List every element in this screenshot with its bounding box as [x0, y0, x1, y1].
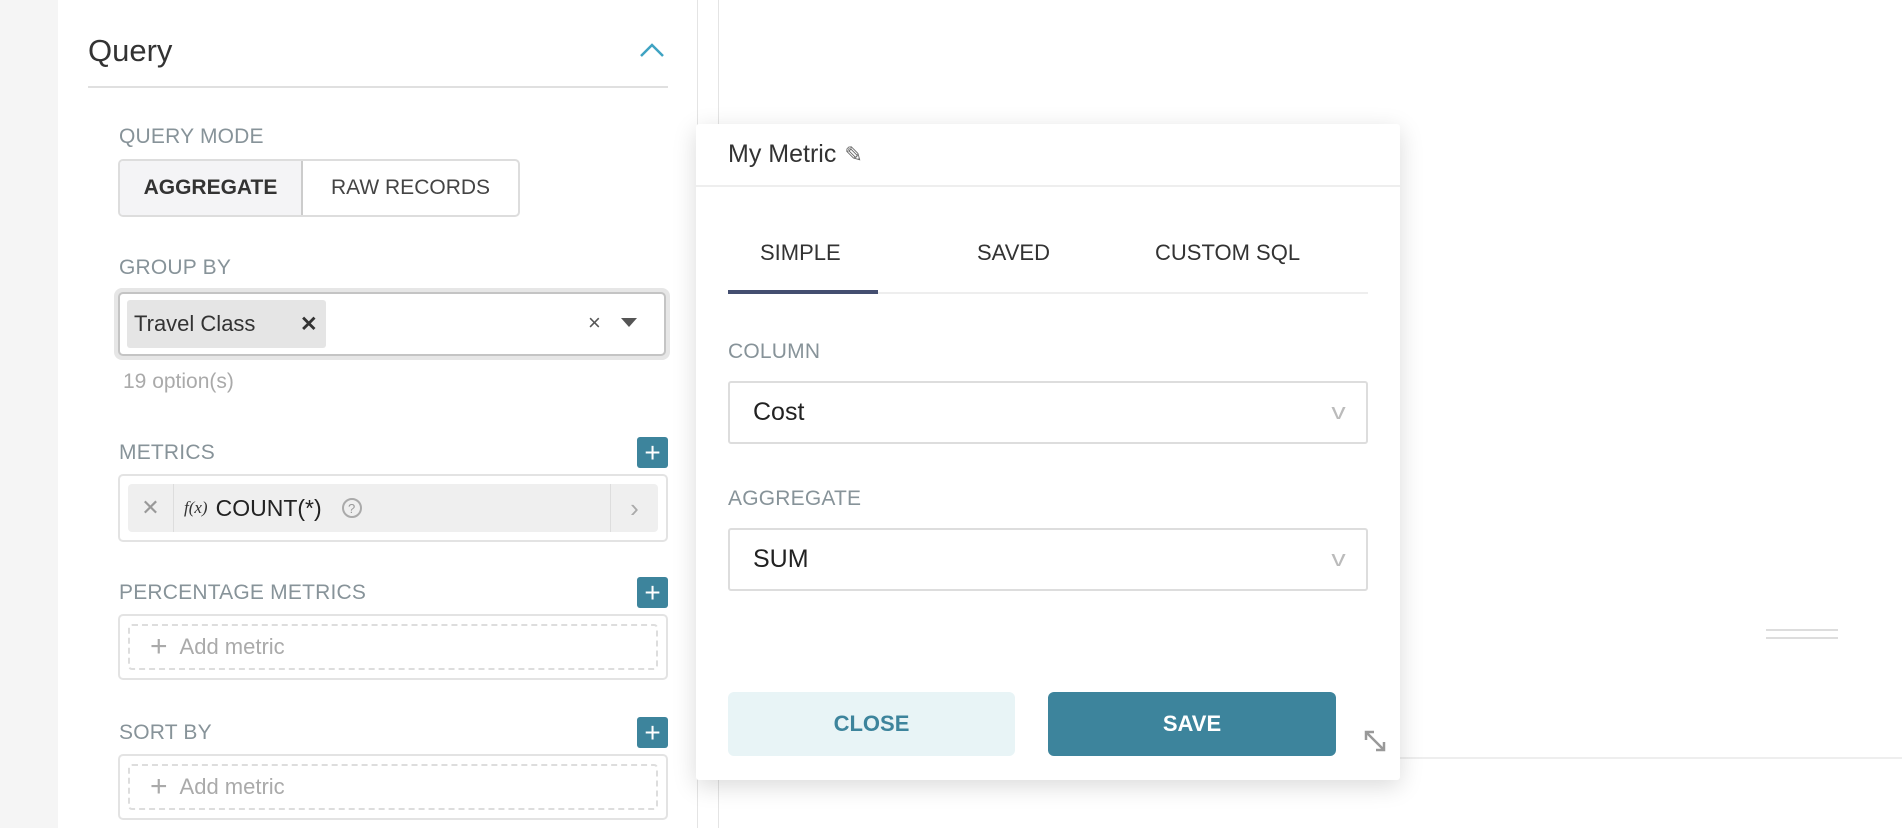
add-sort-button[interactable]: + — [637, 717, 668, 748]
tabs-divider — [728, 292, 1368, 294]
query-mode-toggle: AGGREGATE RAW RECORDS — [118, 159, 520, 217]
plus-icon: + — [150, 770, 168, 803]
section-title: Query — [88, 33, 173, 68]
add-metric-placeholder: Add metric — [179, 774, 285, 799]
metric-chip[interactable]: ✕ f(x) COUNT(*) ? › — [128, 484, 658, 532]
group-by-select[interactable]: Travel Class ✕ × — [114, 288, 670, 360]
chevron-right-icon[interactable]: › — [610, 484, 658, 532]
chevron-up-icon[interactable] — [638, 40, 666, 60]
clear-icon[interactable]: × — [588, 310, 601, 335]
remove-tag-icon[interactable]: ✕ — [300, 312, 318, 336]
metric-name: COUNT(*) — [215, 494, 322, 521]
column-value: Cost — [753, 398, 805, 426]
chart-area-bottom-border — [1400, 757, 1902, 759]
aggregate-button[interactable]: AGGREGATE — [120, 161, 303, 215]
add-sort-dropzone[interactable]: + Add metric — [128, 764, 658, 810]
metrics-label: METRICS — [119, 441, 215, 464]
group-by-hint: 19 option(s) — [123, 370, 234, 393]
tag-label: Travel Class — [134, 311, 256, 336]
save-button[interactable]: SAVE — [1048, 692, 1336, 756]
add-percentage-metric-button[interactable]: + — [637, 577, 668, 608]
aggregate-label: AGGREGATE — [728, 487, 862, 510]
pencil-icon[interactable]: ✎ — [844, 141, 863, 167]
group-by-label: GROUP BY — [119, 256, 232, 279]
tab-simple[interactable]: SIMPLE — [760, 240, 841, 265]
aggregate-select[interactable]: SUM v — [728, 528, 1368, 591]
plus-icon: + — [150, 630, 168, 663]
popover-arrow — [685, 440, 699, 470]
percentage-metrics-label: PERCENTAGE METRICS — [119, 581, 367, 604]
add-metric-button[interactable]: + — [637, 437, 668, 468]
add-percentage-metric-dropzone[interactable]: + Add metric — [128, 624, 658, 670]
sort-by-label: SORT BY — [119, 721, 212, 744]
sort-by-box: + Add metric — [118, 754, 668, 820]
popover-header: My Metric ✎ — [696, 124, 1400, 187]
section-divider — [88, 86, 668, 88]
tab-saved[interactable]: SAVED — [977, 240, 1050, 265]
metric-title[interactable]: My Metric — [728, 140, 837, 168]
column-select[interactable]: Cost v — [728, 381, 1368, 444]
metric-popover: My Metric ✎ SIMPLE SAVED CUSTOM SQL COLU… — [696, 124, 1400, 780]
close-button[interactable]: CLOSE — [728, 692, 1015, 756]
add-metric-placeholder: Add metric — [179, 634, 285, 659]
resize-icon[interactable] — [1362, 728, 1388, 754]
aggregate-value: SUM — [753, 545, 809, 573]
chevron-down-icon: v — [1331, 399, 1346, 424]
active-tab-indicator — [728, 290, 878, 294]
caret-down-icon[interactable] — [620, 317, 638, 329]
left-gutter — [0, 0, 58, 828]
percentage-metrics-box: + Add metric — [118, 614, 668, 680]
remove-metric-icon[interactable]: ✕ — [128, 484, 174, 532]
drag-handle-line — [1766, 629, 1838, 631]
metrics-box: ✕ f(x) COUNT(*) ? › — [118, 474, 668, 542]
group-by-tag: Travel Class ✕ — [127, 300, 326, 348]
chevron-down-icon: v — [1331, 546, 1346, 571]
query-mode-label: QUERY MODE — [119, 125, 264, 148]
column-label: COLUMN — [728, 340, 821, 363]
raw-records-button[interactable]: RAW RECORDS — [330, 176, 491, 199]
help-icon[interactable]: ? — [341, 498, 362, 518]
function-icon: f(x) — [184, 498, 208, 517]
tab-custom-sql[interactable]: CUSTOM SQL — [1155, 240, 1301, 265]
drag-handle-line — [1766, 637, 1838, 639]
